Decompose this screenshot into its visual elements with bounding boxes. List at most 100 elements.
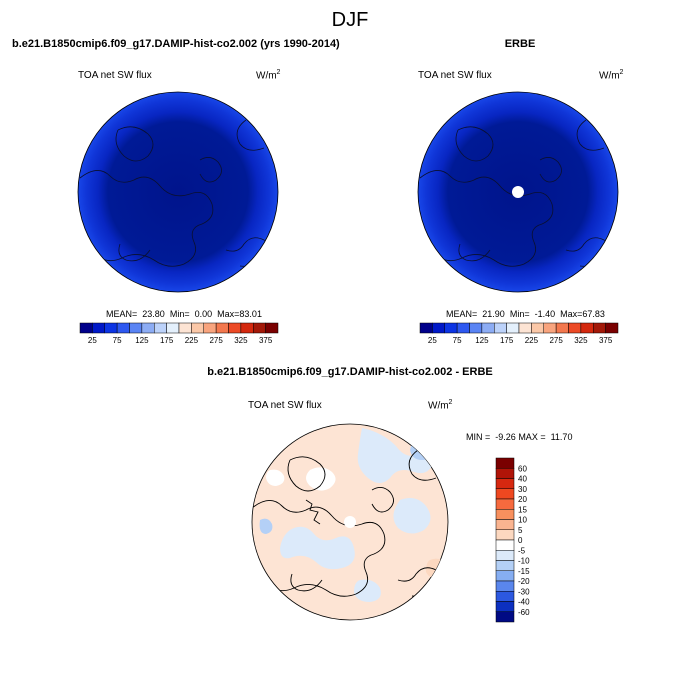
- diff-colorbar-swatch: [495, 457, 515, 469]
- model-colorbar-swatch: [129, 322, 143, 334]
- obs-colorbar-tick-label: 225: [525, 336, 539, 345]
- model-colorbar: 25 75 125 175 225 275 325 375: [79, 322, 279, 345]
- model-colorbar-swatch: [104, 322, 118, 334]
- model-colorbar-swatch: [191, 322, 204, 334]
- model-colorbar-swatch: [265, 322, 279, 334]
- diff-colorbar-tick-label: -15: [518, 567, 530, 576]
- obs-colorbar-swatch: [531, 322, 544, 334]
- diff-colorbar-swatch: [495, 478, 515, 489]
- diff-colorbar-tick-label: 0: [518, 536, 523, 545]
- model-colorbar-swatch: [79, 322, 93, 334]
- diff-colorbar-swatch: [495, 468, 515, 479]
- diff-colorbar-tick-label: -20: [518, 577, 530, 586]
- model-colorbar-swatch: [203, 322, 217, 334]
- diff-colorbar-swatch: [495, 580, 515, 592]
- obs-units-label: W/m2: [599, 69, 624, 82]
- diff-units-label: W/m2: [428, 399, 453, 412]
- obs-colorbar-tick-label: 125: [475, 336, 489, 345]
- diff-colorbar-tick-label: 40: [518, 475, 527, 484]
- diff-colorbar-swatch: [495, 550, 515, 561]
- obs-colorbar-swatch: [580, 322, 594, 334]
- model-colorbar-swatch: [253, 322, 266, 334]
- obs-colorbar-swatch: [494, 322, 507, 334]
- obs-colorbar-swatch: [543, 322, 557, 334]
- obs-colorbar-swatch: [593, 322, 606, 334]
- obs-colorbar-swatch: [518, 322, 532, 334]
- obs-panel-title: ERBE: [504, 38, 536, 50]
- diff-colorbar-tick-label: 5: [518, 526, 523, 535]
- model-colorbar-tick-label: 25: [88, 336, 97, 345]
- obs-variable-label: TOA net SW flux: [418, 70, 492, 81]
- obs-colorbar-swatch: [456, 322, 470, 334]
- diff-colorbar-tick-label: 20: [518, 495, 527, 504]
- model-colorbar-tick-label: 225: [185, 336, 199, 345]
- obs-colorbar-swatch: [568, 322, 582, 334]
- diff-colorbar-swatch: [495, 488, 515, 500]
- diff-variable-label: TOA net SW flux: [248, 400, 322, 411]
- model-colorbar-tick-label: 175: [160, 336, 174, 345]
- obs-colorbar-swatch: [444, 322, 458, 334]
- obs-coastlines: [419, 119, 610, 267]
- model-stats: MEAN= 23.80 Min= 0.00 Max=83.01: [106, 309, 262, 319]
- diff-colorbar-tick-label: -60: [518, 608, 530, 617]
- obs-colorbar-swatch: [506, 322, 520, 334]
- diff-colorbar-swatch: [495, 591, 515, 602]
- diff-colorbar-swatch: [495, 539, 515, 551]
- diff-colorbar-tick-label: 30: [518, 485, 527, 494]
- diff-colorbar-swatch: [495, 509, 515, 520]
- diff-colorbar-swatch: [495, 570, 515, 582]
- model-panel-title: b.e21.B1850cmip6.f09_g17.DAMIP-hist-co2.…: [12, 38, 340, 50]
- diff-colorbar-swatch: [495, 601, 515, 612]
- model-colorbar-tick-label: 325: [234, 336, 248, 345]
- obs-colorbar-tick-label: 25: [428, 336, 437, 345]
- obs-colorbar-swatch: [432, 322, 445, 334]
- diff-colorbar-tick-label: 10: [518, 516, 527, 525]
- diff-colorbar-swatch: [495, 498, 515, 510]
- obs-stats: MEAN= 21.90 Min= -1.40 Max=67.83: [446, 309, 605, 319]
- obs-missing-pole: [512, 186, 524, 198]
- obs-colorbar-swatch: [481, 322, 495, 334]
- diff-colorbar-tick-label: -5: [518, 546, 526, 555]
- model-colorbar-swatch: [178, 322, 192, 334]
- model-colorbar-tick-label: 125: [135, 336, 149, 345]
- diff-colorbar-swatch: [495, 519, 515, 530]
- model-variable-label: TOA net SW flux: [78, 70, 152, 81]
- obs-colorbar-tick-label: 175: [500, 336, 514, 345]
- model-colorbar-tick-label: 75: [113, 336, 122, 345]
- diff-map: [251, 423, 449, 621]
- model-colorbar-swatch: [116, 322, 130, 334]
- model-colorbar-tick-label: 375: [259, 336, 273, 345]
- diff-colorbar-swatch: [495, 529, 515, 541]
- model-colorbar-swatch: [154, 322, 167, 334]
- obs-colorbar-swatch: [555, 322, 569, 334]
- obs-colorbar-tick-label: 75: [453, 336, 462, 345]
- obs-map: [417, 91, 619, 293]
- diff-colorbar-tick-label: -10: [518, 557, 530, 566]
- diff-missing-pole: [344, 516, 356, 528]
- diff-colorbar-swatch: [495, 611, 515, 623]
- model-map: [77, 91, 279, 293]
- model-colorbar-swatch: [240, 322, 254, 334]
- model-units-label: W/m2: [256, 69, 281, 82]
- model-colorbar-tick-label: 275: [209, 336, 223, 345]
- diff-colorbar-tick-label: -30: [518, 587, 530, 596]
- obs-colorbar-swatch: [469, 322, 483, 334]
- model-colorbar-swatch: [92, 322, 105, 334]
- diff-colorbar-tick-label: 60: [518, 464, 527, 473]
- obs-colorbar-tick-label: 275: [549, 336, 563, 345]
- diff-colorbar-swatch: [495, 560, 515, 571]
- obs-colorbar-tick-label: 325: [574, 336, 588, 345]
- diff-colorbar-tick-label: 15: [518, 505, 527, 514]
- diff-stats: MIN = -9.26 MAX = 11.70: [466, 432, 573, 442]
- obs-colorbar-swatch: [419, 322, 433, 334]
- model-colorbar-swatch: [141, 322, 155, 334]
- obs-colorbar-swatch: [605, 322, 619, 334]
- figure-title: DJF: [331, 9, 369, 31]
- model-colorbar-swatch: [228, 322, 242, 334]
- obs-colorbar: 25 75 125 175 225 275 325 375: [419, 322, 619, 345]
- model-colorbar-swatch: [215, 322, 229, 334]
- diff-colorbar-tick-label: -40: [518, 598, 530, 607]
- obs-colorbar-tick-label: 375: [599, 336, 613, 345]
